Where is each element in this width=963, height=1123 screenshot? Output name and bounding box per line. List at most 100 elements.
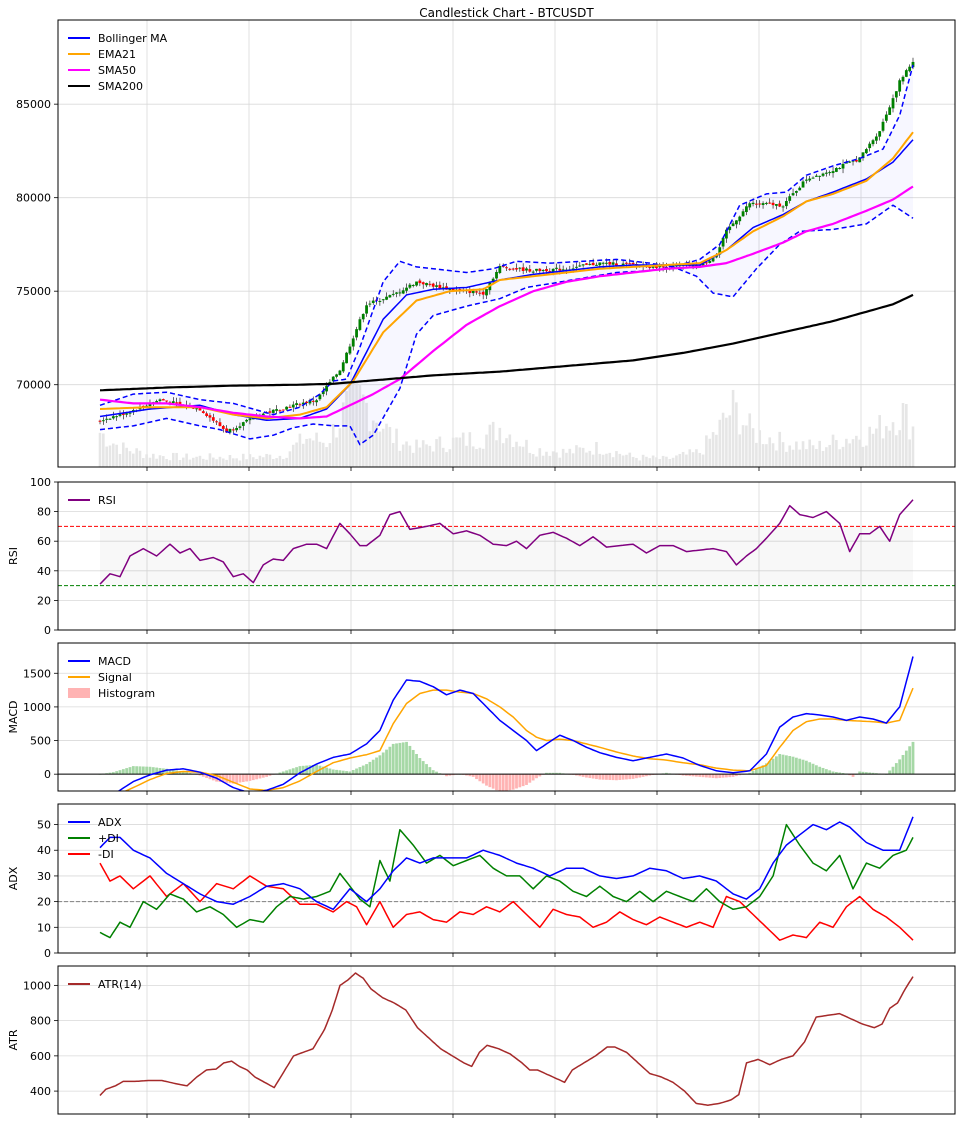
histogram-bar: [705, 774, 708, 778]
histogram-bar: [831, 771, 835, 775]
candle-body: [705, 262, 708, 264]
histogram-bar: [848, 774, 852, 776]
volume-bar: [248, 454, 252, 467]
histogram-bar: [255, 774, 259, 780]
volume-bar: [701, 454, 705, 467]
histogram-bar: [768, 761, 772, 775]
volume-bar: [258, 455, 262, 467]
candle-body: [718, 247, 722, 255]
candle-body: [408, 284, 412, 288]
candle-body: [101, 420, 105, 422]
volume-bar: [778, 431, 782, 467]
histogram-bar: [735, 774, 738, 777]
candle-body: [345, 352, 348, 364]
histogram-bar: [761, 765, 765, 775]
volume-bar: [588, 450, 592, 467]
volume-bar: [745, 425, 748, 467]
volume-bar: [668, 459, 672, 467]
volume-bar: [878, 415, 881, 467]
candle-body: [365, 305, 368, 314]
histogram-bar: [588, 774, 592, 779]
histogram-bar: [818, 766, 822, 775]
candle-body: [141, 405, 145, 407]
volume-bar: [585, 452, 588, 467]
histogram-bar: [645, 774, 648, 777]
volume-bar: [545, 451, 548, 467]
histogram-bar: [265, 774, 268, 777]
histogram-bar: [341, 770, 345, 775]
volume-bar: [102, 433, 105, 467]
volume-bar: [695, 449, 698, 467]
volume-bar: [291, 444, 295, 467]
candle-body: [884, 114, 888, 121]
candle-body: [655, 265, 658, 268]
volume-bar: [755, 442, 758, 467]
candle-body: [631, 262, 635, 265]
histogram-bar: [851, 774, 855, 777]
candle-body: [228, 428, 232, 433]
volume-bar: [245, 459, 248, 467]
volume-bar: [348, 382, 352, 467]
histogram-bar: [365, 764, 368, 775]
bollinger-lower-line: [99, 204, 914, 446]
candle-body: [468, 289, 472, 293]
adx-panel: 0 10 20 30 40 50 ADX ADX +DI -DI: [7, 803, 956, 960]
candle-body: [745, 206, 748, 213]
y-tick-label: 60: [37, 535, 51, 548]
volume-bar: [175, 452, 178, 467]
candle-body: [708, 260, 712, 263]
candle-body: [235, 428, 239, 431]
volume-bar: [675, 455, 678, 467]
volume-bar: [525, 439, 528, 467]
chart-title: Candlestick Chart - BTCUSDT: [419, 6, 594, 20]
candle-body: [588, 263, 592, 265]
volume-bar: [718, 419, 722, 467]
volume-bar: [688, 449, 692, 467]
volume-bar: [465, 445, 468, 467]
volume-bar: [531, 454, 535, 467]
volume-bar: [271, 459, 275, 467]
histogram-bar: [545, 772, 548, 775]
y-axis-label: ADX: [7, 866, 20, 890]
histogram-bar: [428, 767, 432, 775]
atr-line: [99, 972, 914, 1106]
histogram-bar: [481, 774, 485, 784]
histogram-bar: [201, 774, 205, 777]
volume-bar: [595, 441, 598, 467]
candle-body: [844, 162, 848, 164]
histogram-bar: [621, 774, 625, 780]
volume-bar: [391, 443, 395, 467]
y-tick-label: 0: [44, 624, 51, 637]
candle-body: [541, 269, 545, 271]
volume-bar: [911, 426, 915, 467]
histogram-bar: [345, 771, 348, 775]
candle-body: [435, 285, 438, 287]
histogram-bar: [185, 772, 189, 775]
candle-body: [851, 160, 855, 162]
adx-line: [99, 816, 914, 911]
signal-line: [123, 687, 914, 791]
histogram-bar: [804, 760, 808, 775]
volume-bar: [231, 458, 235, 467]
volume-bar: [275, 458, 278, 467]
candle-body: [861, 152, 865, 159]
histogram-bar: [858, 771, 862, 775]
volume-bar: [758, 430, 762, 467]
histogram-bar: [591, 774, 595, 779]
volume-bar: [708, 438, 712, 467]
histogram-bar: [681, 774, 685, 776]
histogram-bar: [581, 774, 585, 777]
volume-bar: [868, 426, 871, 467]
volume-bar: [655, 457, 658, 467]
candle-body: [781, 206, 785, 208]
candle-body: [161, 399, 165, 401]
candle-body: [205, 413, 209, 416]
volume-bar: [188, 459, 192, 467]
candle-body: [285, 406, 288, 410]
panel-frame: [57, 642, 956, 792]
volume-bar: [215, 459, 218, 467]
volume-bar: [508, 434, 512, 467]
legend-label: ATR(14): [98, 978, 142, 991]
candle-body: [794, 191, 798, 193]
candle-body: [725, 229, 728, 239]
